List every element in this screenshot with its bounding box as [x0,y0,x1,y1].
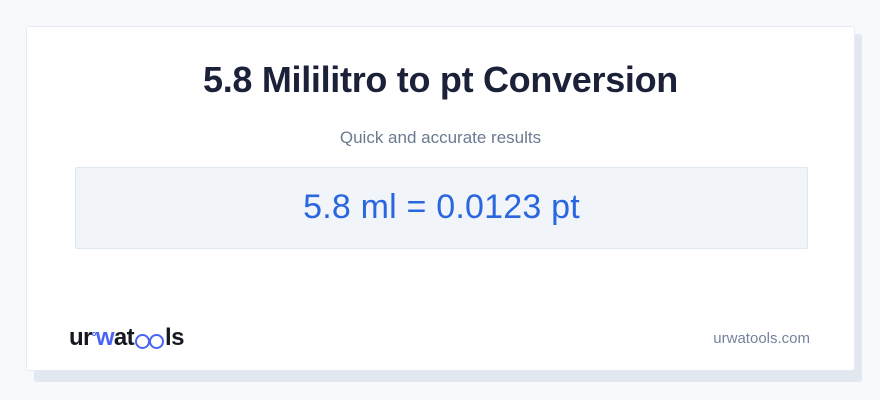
logo-text-part2: w [95,324,115,351]
logo-ring-icon-left [135,334,151,349]
conversion-result-text: 5.8 ml = 0.0123 pt [303,188,580,227]
urwatools-logo: ur w at ls [69,326,184,350]
conversion-result-box: 5.8 ml = 0.0123 pt [75,167,808,249]
card-footer: ur w at ls urwatools.com [27,318,854,352]
page-title: 5.8 Mililitro to pt Conversion [202,59,679,100]
logo-text-part3: at [113,324,135,351]
conversion-card: 5.8 Mililitro to pt Conversion Quick and… [26,26,855,371]
logo-dot-icon [91,332,96,336]
site-url-label: urwatools.com [713,330,810,347]
logo-ring-icon-right [149,334,165,349]
card-inner: 5.8 Mililitro to pt Conversion Quick and… [27,27,854,370]
logo-text-part1: ur [69,324,92,351]
logo-text-part4: ls [165,324,184,351]
page-subtitle: Quick and accurate results [339,128,542,147]
logo-double-ring-icon [135,334,165,350]
